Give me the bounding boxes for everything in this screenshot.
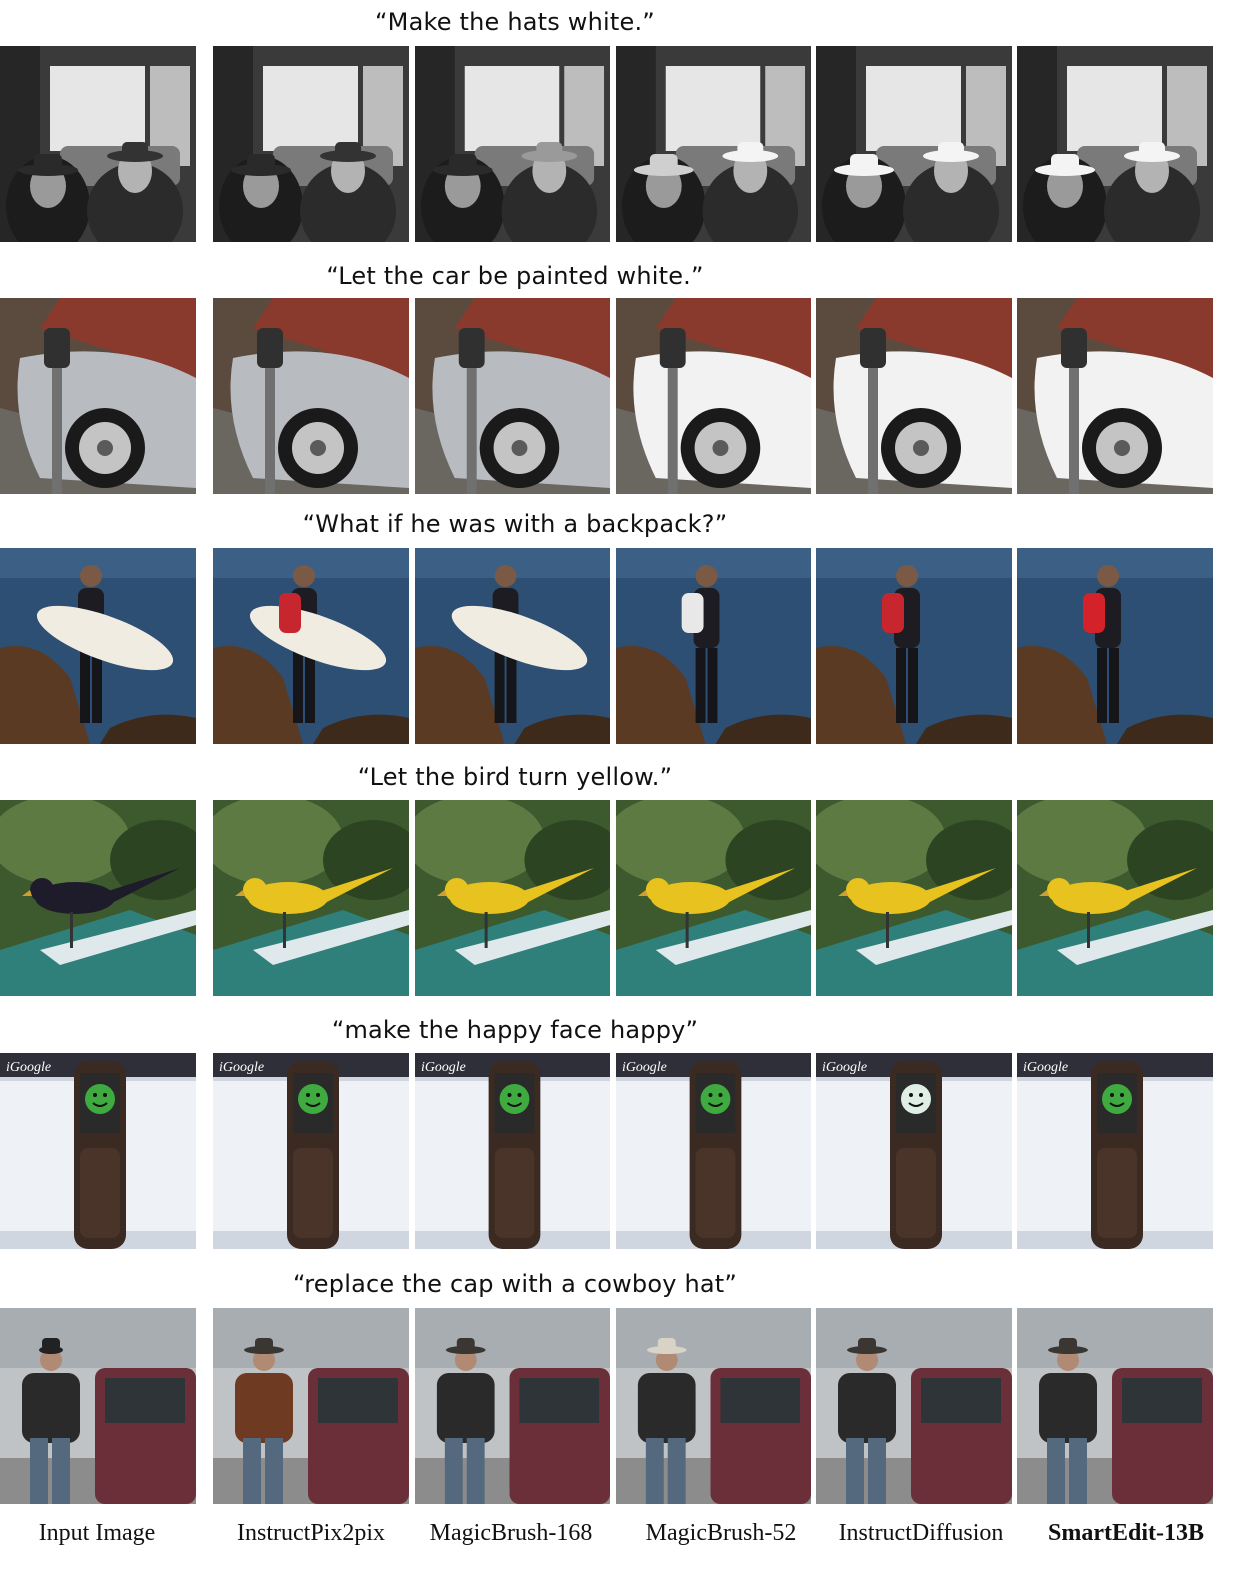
image-backpack-smartedit-13b bbox=[1017, 548, 1213, 744]
image-backpack-input-image bbox=[0, 548, 196, 744]
row-caption-6: “replace the cap with a cowboy hat” bbox=[292, 1270, 738, 1298]
image-row-backpack bbox=[0, 548, 1241, 744]
image-backpack-magicbrush-52 bbox=[616, 548, 811, 744]
image-phone-smartedit-13b: iGoogle bbox=[1017, 1053, 1213, 1249]
image-bird-instructpix2pix bbox=[213, 800, 409, 996]
image-car-instructdiffusion bbox=[816, 298, 1012, 494]
image-cowboy-instructdiffusion bbox=[816, 1308, 1012, 1504]
row-caption-1: “Make the hats white.” bbox=[375, 8, 655, 36]
image-row-phone: iGoogle iGoogle iGoogle iGoogle iGoogle … bbox=[0, 1053, 1241, 1249]
image-row-hats bbox=[0, 46, 1241, 242]
image-cowboy-input-image bbox=[0, 1308, 196, 1504]
image-hats-input-image bbox=[0, 46, 196, 242]
image-backpack-instructdiffusion bbox=[816, 548, 1012, 744]
column-label-instructdiffusion: InstructDiffusion bbox=[838, 1520, 1004, 1546]
image-hats-instructdiffusion bbox=[816, 46, 1012, 242]
image-phone-instructpix2pix: iGoogle bbox=[213, 1053, 409, 1249]
svg-text:iGoogle: iGoogle bbox=[822, 1060, 867, 1075]
column-label-magicbrush-168: MagicBrush-168 bbox=[429, 1520, 593, 1546]
column-label-input-image: Input Image bbox=[38, 1520, 156, 1546]
svg-text:iGoogle: iGoogle bbox=[6, 1060, 51, 1075]
image-backpack-magicbrush-168 bbox=[415, 548, 610, 744]
svg-text:iGoogle: iGoogle bbox=[1023, 1060, 1068, 1075]
image-backpack-instructpix2pix bbox=[213, 548, 409, 744]
image-hats-magicbrush-168 bbox=[415, 46, 610, 242]
image-row-car bbox=[0, 298, 1241, 494]
image-bird-magicbrush-168 bbox=[415, 800, 610, 996]
image-bird-smartedit-13b bbox=[1017, 800, 1213, 996]
image-phone-magicbrush-168: iGoogle bbox=[415, 1053, 610, 1249]
image-car-magicbrush-168 bbox=[415, 298, 610, 494]
image-cowboy-smartedit-13b bbox=[1017, 1308, 1213, 1504]
image-phone-instructdiffusion: iGoogle bbox=[816, 1053, 1012, 1249]
svg-text:iGoogle: iGoogle bbox=[219, 1060, 264, 1075]
image-bird-input-image bbox=[0, 800, 196, 996]
image-car-instructpix2pix bbox=[213, 298, 409, 494]
image-car-input-image bbox=[0, 298, 196, 494]
row-caption-3: “What if he was with a backpack?” bbox=[302, 510, 728, 538]
image-phone-magicbrush-52: iGoogle bbox=[616, 1053, 811, 1249]
row-caption-5: “make the happy face happy” bbox=[331, 1016, 699, 1044]
row-caption-4: “Let the bird turn yellow.” bbox=[357, 763, 673, 791]
image-car-smartedit-13b bbox=[1017, 298, 1213, 494]
image-row-bird bbox=[0, 800, 1241, 996]
image-hats-magicbrush-52 bbox=[616, 46, 811, 242]
svg-text:iGoogle: iGoogle bbox=[421, 1060, 466, 1075]
image-cowboy-magicbrush-52 bbox=[616, 1308, 811, 1504]
image-car-magicbrush-52 bbox=[616, 298, 811, 494]
column-label-smartedit-13b: SmartEdit-13B bbox=[1048, 1520, 1204, 1546]
image-cowboy-magicbrush-168 bbox=[415, 1308, 610, 1504]
column-label-magicbrush-52: MagicBrush-52 bbox=[645, 1520, 797, 1546]
image-phone-input-image: iGoogle bbox=[0, 1053, 196, 1249]
image-hats-smartedit-13b bbox=[1017, 46, 1213, 242]
image-cowboy-instructpix2pix bbox=[213, 1308, 409, 1504]
column-label-instructpix2pix: InstructPix2pix bbox=[237, 1520, 385, 1546]
image-row-cowboy bbox=[0, 1308, 1241, 1504]
svg-text:iGoogle: iGoogle bbox=[622, 1060, 667, 1075]
image-bird-instructdiffusion bbox=[816, 800, 1012, 996]
image-bird-magicbrush-52 bbox=[616, 800, 811, 996]
row-caption-2: “Let the car be painted white.” bbox=[326, 262, 704, 290]
image-hats-instructpix2pix bbox=[213, 46, 409, 242]
